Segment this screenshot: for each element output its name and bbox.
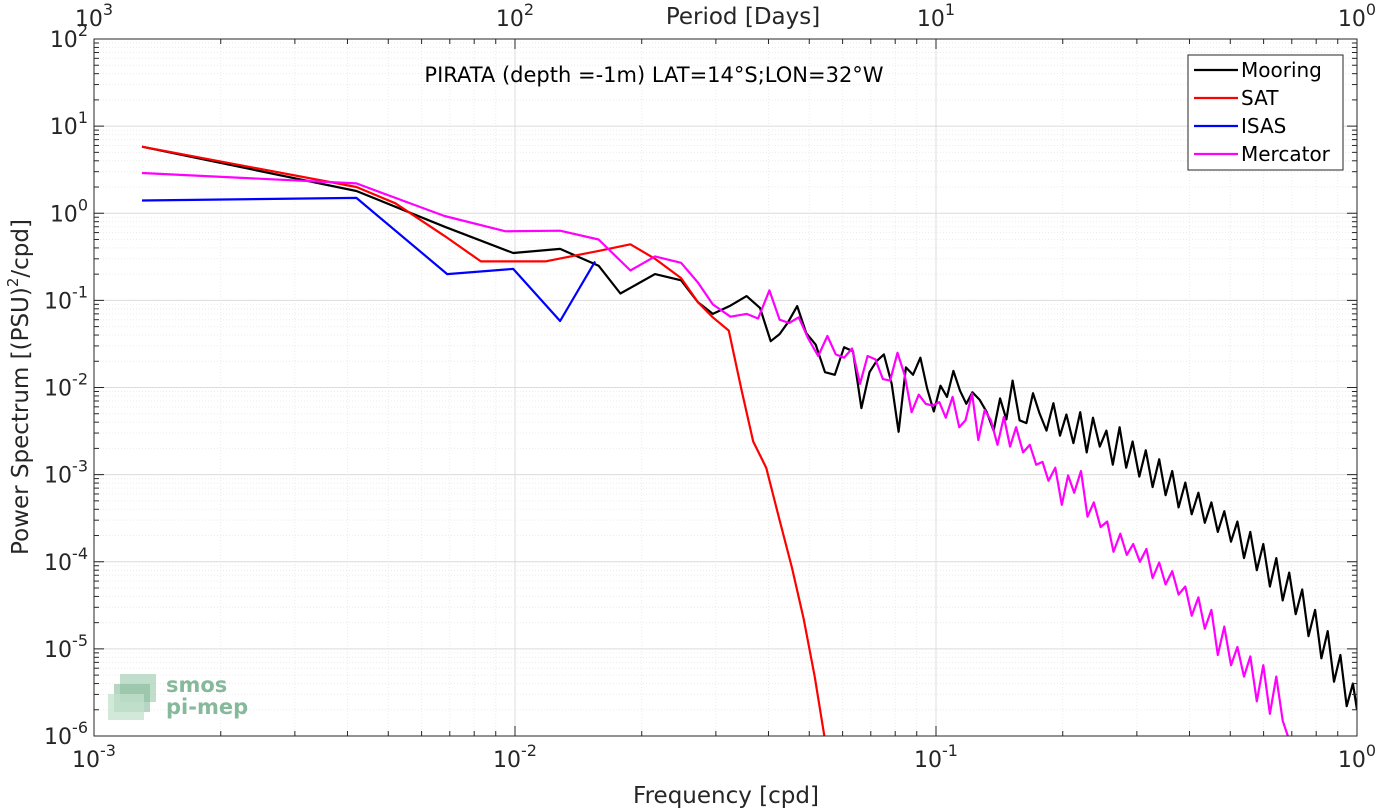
y-tick-label-base: 10 <box>44 377 72 402</box>
y-tick-label: 10-1 <box>44 282 88 314</box>
top-tick-label-exponent: 0 <box>1366 0 1376 19</box>
top-tick-label-base: 10 <box>917 7 945 32</box>
y-tick-label: 101 <box>50 108 88 140</box>
y-tick-label-exponent: -5 <box>72 631 88 650</box>
series-isas-line <box>141 196 597 323</box>
y-tick-label: 100 <box>50 195 88 227</box>
y-axis-title-sup: 2 <box>4 278 22 288</box>
top-tick-label: 103 <box>75 0 113 32</box>
tick-marks <box>93 38 1358 737</box>
y-tick-label-base: 10 <box>44 289 72 314</box>
y-axis-title-tail: /cpd] <box>8 219 34 278</box>
x-tick-label-base: 10 <box>493 748 521 773</box>
x-tick-label: 100 <box>1338 741 1376 773</box>
y-tick-label-exponent: -3 <box>72 457 88 476</box>
y-tick-label-base: 10 <box>50 115 78 140</box>
y-tick-label-base: 10 <box>44 551 72 576</box>
top-tick-label-exponent: 2 <box>524 0 534 19</box>
y-tick-label-base: 10 <box>50 28 78 53</box>
y-tick-label-exponent: -1 <box>72 282 88 301</box>
logo-mark-front <box>108 694 144 720</box>
series-mercator-line <box>141 171 1290 736</box>
y-axis-title-main: Power Spectrum [(PSU) <box>8 287 34 555</box>
top-tick-label: 102 <box>496 0 534 32</box>
chart-title: PIRATA (depth =-1m) LAT=14°S;LON=32°W <box>424 63 883 87</box>
x-tick-label-base: 10 <box>914 748 942 773</box>
top-tick-label-base: 10 <box>1338 7 1366 32</box>
y-tick-label: 10-6 <box>44 718 88 750</box>
top-tick-label-exponent: 3 <box>103 0 113 19</box>
y-tick-label-base: 10 <box>50 202 78 227</box>
y-tick-label-exponent: 1 <box>78 108 88 127</box>
legend-label-mercator: Mercator <box>1241 142 1331 166</box>
series-mooring-line <box>141 145 1357 710</box>
y-tick-label-base: 10 <box>44 725 72 750</box>
legend-box <box>1187 54 1344 171</box>
y-tick-label-base: 10 <box>44 638 72 663</box>
y-tick-label: 10-4 <box>44 544 88 576</box>
top-tick-label-exponent: 1 <box>945 0 955 19</box>
x-tick-label-exponent: 0 <box>1366 741 1376 760</box>
y-tick-label-exponent: 0 <box>78 195 88 214</box>
top-tick-label-base: 10 <box>496 7 524 32</box>
y-tick-label-exponent: -4 <box>72 544 88 563</box>
top-tick-label: 100 <box>1338 0 1376 32</box>
y-tick-label-exponent: -2 <box>72 370 88 389</box>
y-tick-label: 10-3 <box>44 457 88 489</box>
legend-label-mooring: Mooring <box>1241 58 1322 82</box>
x-tick-label: 10-1 <box>914 741 958 773</box>
legend: Mooring SAT ISAS Mercator <box>1187 54 1344 171</box>
x-tick-label-exponent: -2 <box>521 741 537 760</box>
series-sat-line <box>141 145 826 736</box>
top-tick-label: 101 <box>917 0 955 32</box>
legend-label-sat: SAT <box>1241 86 1279 110</box>
x-axis-title: Frequency [cpd] <box>633 783 819 809</box>
smos-pi-mep-logo: smos pi-mep <box>108 673 248 720</box>
y-tick-label: 10-5 <box>44 631 88 663</box>
logo-line-2: pi-mep <box>166 695 248 719</box>
x-tick-label: 10-2 <box>493 741 537 773</box>
y-tick-label-base: 10 <box>44 464 72 489</box>
x-tick-label-exponent: -3 <box>100 741 116 760</box>
top-axis-title: Period [Days] <box>666 4 820 30</box>
logo-line-1: smos <box>166 673 227 697</box>
y-tick-label-exponent: 2 <box>78 21 88 40</box>
y-tick-label: 10-2 <box>44 370 88 402</box>
grid-lines <box>93 38 1358 737</box>
top-tick-label-base: 10 <box>75 7 103 32</box>
y-tick-label: 102 <box>50 21 88 53</box>
y-tick-label-exponent: -6 <box>72 718 88 737</box>
x-tick-label-base: 10 <box>72 748 100 773</box>
x-tick-label-exponent: -1 <box>942 741 958 760</box>
y-axis-title: Power Spectrum [(PSU)2/cpd] <box>4 219 34 555</box>
data-series <box>141 145 1357 736</box>
x-tick-label-base: 10 <box>1338 748 1366 773</box>
legend-label-isas: ISAS <box>1241 114 1286 138</box>
x-tick-label: 10-3 <box>72 741 116 773</box>
